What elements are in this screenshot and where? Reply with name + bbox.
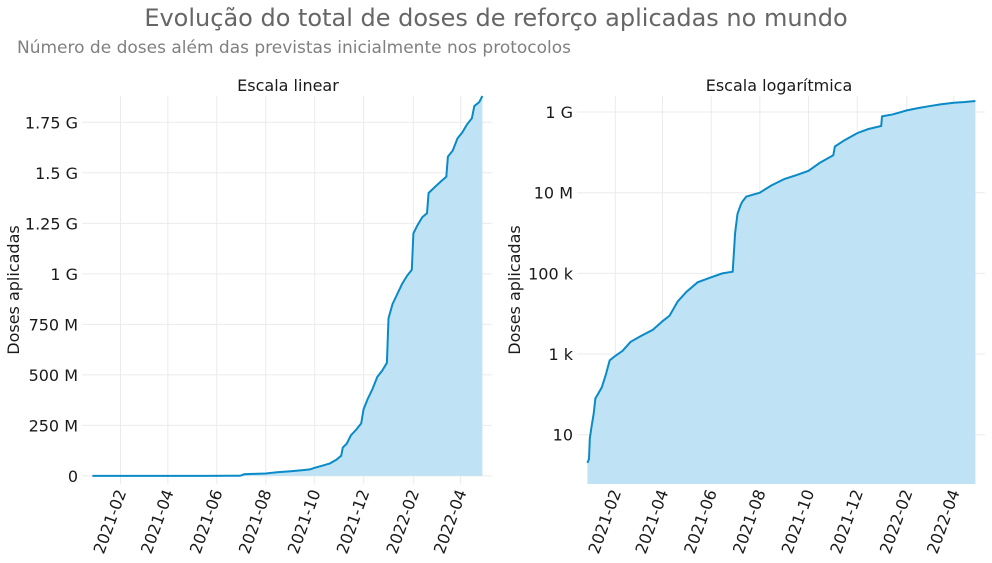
y-tick-label: 1 k	[548, 345, 573, 364]
x-tick-label: 2021-12	[826, 487, 867, 556]
x-tick-label: 2021-06	[680, 487, 721, 556]
x-tick-label: 2021-06	[186, 487, 227, 556]
x-tick-label: 2021-10	[284, 487, 325, 556]
x-tick-label: 2022-04	[430, 487, 471, 556]
series-area	[92, 96, 483, 476]
x-tick-label: 2022-04	[923, 487, 964, 556]
y-axis-label-log: Doses aplicadas	[505, 225, 524, 354]
x-tick-label: 2021-04	[137, 487, 178, 556]
series-line	[92, 95, 484, 477]
x-tick-label: 2022-02	[876, 487, 917, 556]
y-tick-label: 1 G	[545, 103, 573, 122]
y-tick-label: 10	[553, 426, 573, 445]
x-tick-label: 2021-02	[90, 487, 131, 556]
panel-title-linear: Escala linear	[237, 76, 339, 95]
x-tick-label: 2021-04	[631, 487, 672, 556]
y-tick-label: 1 G	[50, 265, 78, 284]
y-tick-label: 1.25 G	[25, 214, 78, 233]
y-tick-label: 1.5 G	[35, 164, 78, 183]
y-tick-label: 1.75 G	[25, 113, 78, 132]
x-tick-label: 2021-10	[778, 487, 819, 556]
y-axis-label-linear: Doses aplicadas	[4, 225, 23, 354]
x-tick-label: 2021-08	[729, 487, 770, 556]
y-tick-label: 100 k	[528, 264, 574, 283]
panel-log: Escala logarítmica Doses aplicadas 10 1 k…	[505, 76, 985, 556]
panel-linear: Escala linear Doses aplicadas 0 250 M 500 …	[4, 76, 492, 556]
x-tick-label: 2022-02	[382, 487, 423, 556]
x-tick-label: 2021-02	[584, 487, 625, 556]
chart-title: Evolução do total de doses de reforço ap…	[144, 4, 847, 32]
panel-title-log: Escala logarítmica	[706, 76, 853, 95]
x-tick-label: 2021-12	[333, 487, 374, 556]
series-line	[586, 100, 976, 464]
y-tick-label: 0	[68, 467, 78, 486]
y-tick-label: 750 M	[29, 315, 78, 334]
chart-subtitle: Número de doses além das previstas inici…	[17, 38, 571, 58]
y-tick-label: 500 M	[29, 366, 78, 385]
series-area	[587, 101, 976, 484]
y-tick-label: 250 M	[29, 416, 78, 435]
y-tick-label: 10 M	[534, 184, 573, 203]
x-tick-label: 2021-08	[235, 487, 276, 556]
